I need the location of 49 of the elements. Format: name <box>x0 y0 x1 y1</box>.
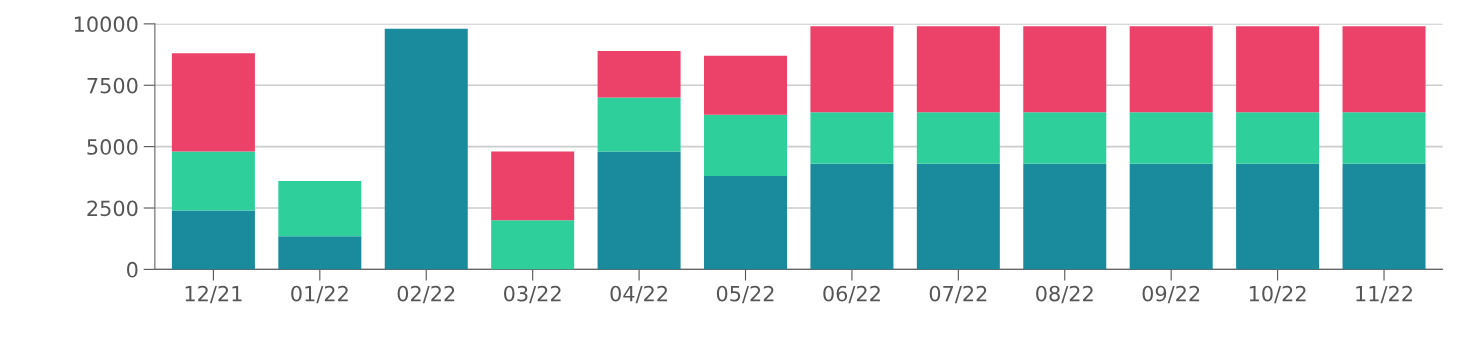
bar <box>597 97 681 152</box>
bar <box>810 163 894 270</box>
bar <box>171 210 255 270</box>
bar <box>1236 163 1320 270</box>
bar <box>278 181 362 237</box>
bar <box>597 50 681 98</box>
bar <box>278 236 362 270</box>
x-tick-label: 08/22 <box>1036 285 1093 304</box>
bar <box>384 28 468 270</box>
bar <box>810 112 894 164</box>
bar <box>171 53 255 152</box>
y-tick-label: 0 <box>127 261 138 278</box>
y-tick-label: 2500 <box>87 200 138 217</box>
bar <box>171 151 255 211</box>
y-tick-label: 7500 <box>87 77 138 94</box>
x-tick-label: 09/22 <box>1142 285 1200 304</box>
x-tick-label: 03/22 <box>504 285 561 304</box>
bar <box>1129 163 1213 270</box>
bar <box>1342 112 1426 164</box>
bar <box>1129 26 1213 113</box>
bar <box>810 26 894 113</box>
x-tick-label: 10/22 <box>1249 285 1306 304</box>
y-tick-label: 10000 <box>74 16 138 33</box>
x-tick-label: 12/21 <box>185 285 242 304</box>
bar <box>916 112 1000 164</box>
bar <box>491 220 575 270</box>
bar <box>1129 112 1213 164</box>
bar <box>1023 26 1107 113</box>
bar <box>597 151 681 270</box>
bar <box>1023 112 1107 164</box>
bar <box>1342 163 1426 270</box>
x-tick-label: 01/22 <box>291 285 348 304</box>
bar <box>704 114 788 177</box>
x-tick-label: 04/22 <box>610 285 668 304</box>
bar <box>1023 163 1107 270</box>
x-tick-label: 05/22 <box>716 285 774 304</box>
bar <box>1342 26 1426 113</box>
bar <box>916 26 1000 113</box>
bar <box>704 176 788 270</box>
bar <box>1236 26 1320 113</box>
y-tick-label: 5000 <box>87 139 138 155</box>
bar <box>491 151 575 221</box>
bar <box>704 55 788 115</box>
x-tick-label: 02/22 <box>397 285 455 304</box>
x-tick-label: 11/22 <box>1356 285 1412 304</box>
bar <box>1236 112 1320 164</box>
bar <box>916 163 1000 270</box>
x-tick-label: 07/22 <box>929 285 987 304</box>
x-tick-label: 06/22 <box>823 285 880 304</box>
